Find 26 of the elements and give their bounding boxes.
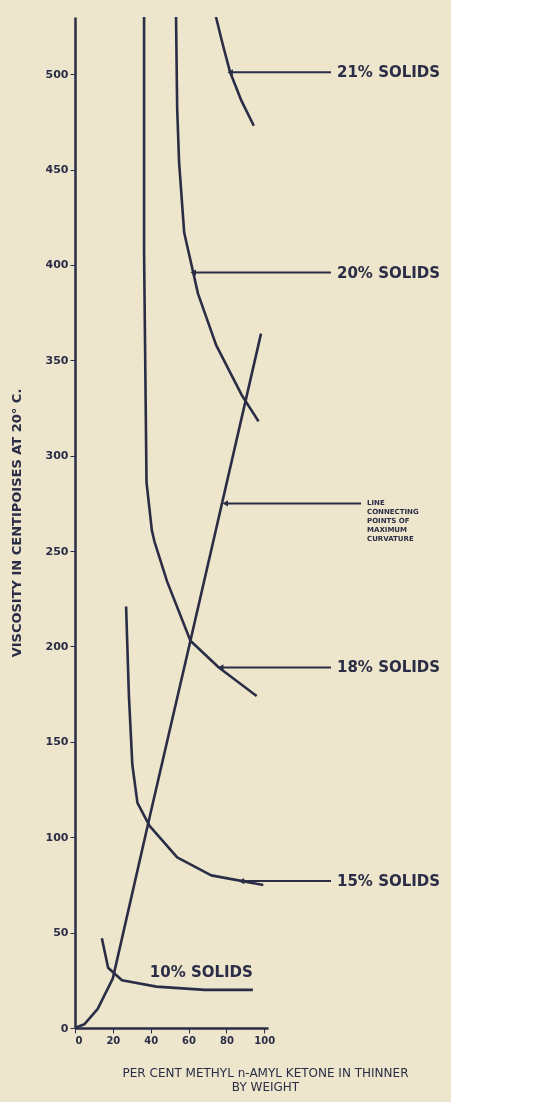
y-tick-label: 400 (45, 258, 69, 272)
y-tick-label: 100 (45, 830, 69, 844)
y-tick-label: 300 (45, 449, 69, 463)
y-tick-label: 200 (45, 639, 69, 653)
line-series (214, 17, 256, 128)
y-tick-label: 350 (45, 353, 69, 367)
y-tick-label: 500 (45, 67, 69, 81)
y-tick-label: 0 (60, 1021, 69, 1035)
y-tick-label: 50 (53, 926, 69, 940)
x-tick-label: 80 (219, 1034, 234, 1046)
x-tick-label: 40 (144, 1034, 159, 1046)
y-tick-label: 250 (45, 544, 69, 558)
annotation: 18% SOLIDS (337, 658, 441, 677)
x-tick-label: 0 (75, 1034, 83, 1046)
x-tick-label: 60 (182, 1034, 197, 1046)
x-tick-label: 100 (254, 1034, 276, 1046)
y-axis-title: VISCOSITY IN CENTIPOISES AT 20° C. (8, 388, 24, 658)
x-tick-label: 20 (106, 1034, 121, 1046)
series-label: 10% SOLIDS (149, 962, 253, 981)
annotation: 20% SOLIDS (337, 263, 441, 282)
y-tick-label: 150 (45, 735, 69, 749)
line-series (100, 937, 255, 992)
annotation: 21% SOLIDS (337, 63, 441, 82)
x-axis-title: PER CENT METHYL n-AMYL KETONE IN THINNER BY WEIGHT (122, 1065, 409, 1094)
annotation: 15% SOLIDS (337, 872, 441, 891)
y-tick-label: 450 (45, 163, 69, 177)
